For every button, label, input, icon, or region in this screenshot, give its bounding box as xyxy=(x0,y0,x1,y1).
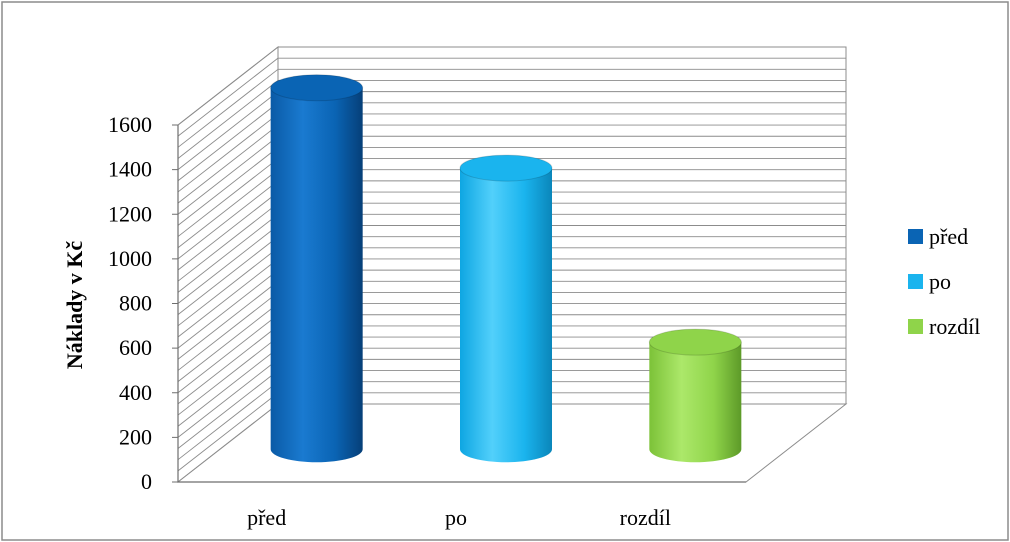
grid-line-side xyxy=(177,169,279,249)
x-tick-label: rozdíl xyxy=(620,505,671,530)
grid-line-side xyxy=(177,247,279,327)
x-tick-label: před xyxy=(247,505,286,530)
grid-line-side xyxy=(177,370,279,449)
bar-cap xyxy=(270,74,364,102)
y-tick-label: 800 xyxy=(119,291,152,316)
legend-label: rozdíl xyxy=(929,314,980,339)
legend-item: rozdíl xyxy=(908,314,980,339)
legend-swatch xyxy=(908,274,923,289)
grid-line-side xyxy=(177,236,279,316)
legend-swatch xyxy=(908,229,923,244)
grid-line-side xyxy=(177,158,279,237)
grid-line-side xyxy=(177,314,279,394)
grid-line-side xyxy=(177,381,279,461)
grid-line-side xyxy=(177,135,279,215)
bar-před xyxy=(270,74,364,463)
y-axis-ticks: 0 200 400 600 800 1000 1200 1400 1600 xyxy=(108,112,178,494)
bar-body xyxy=(460,168,552,463)
grid-line-side xyxy=(177,147,279,226)
legend-label: před xyxy=(929,224,968,249)
grid-line-side xyxy=(177,336,279,416)
grid-lines xyxy=(177,46,846,483)
grid-line-side xyxy=(177,325,279,405)
grid-line-side xyxy=(177,124,279,204)
grid-line-side xyxy=(177,202,279,282)
grid-line-side xyxy=(177,213,279,293)
grid-line-side xyxy=(177,347,279,427)
grid-line-side xyxy=(177,57,279,137)
y-tick-label: 1000 xyxy=(108,246,152,271)
grid-line-side xyxy=(177,102,279,182)
bars xyxy=(270,74,742,463)
grid-line-side xyxy=(177,303,279,382)
bar-body xyxy=(649,342,742,463)
x-tick-label: po xyxy=(445,505,467,530)
grid-line-side xyxy=(177,392,279,472)
y-tick-label: 200 xyxy=(119,424,152,449)
grid-line-side xyxy=(177,46,279,126)
legend-label: po xyxy=(929,269,951,294)
grid-line-side xyxy=(177,91,279,170)
bar-po xyxy=(459,154,553,463)
y-tick-label: 400 xyxy=(119,380,152,405)
grid-line-side xyxy=(177,280,279,360)
y-axis-label: Náklady v Kč xyxy=(62,241,87,370)
bar-rozdíl xyxy=(648,328,742,463)
legend: před po rozdíl xyxy=(908,224,980,339)
grid-line-side xyxy=(177,292,279,371)
y-tick-label: 0 xyxy=(141,469,152,494)
x-axis-categories: před po rozdíl xyxy=(247,505,671,530)
grid-line-side xyxy=(177,225,279,304)
grid-line-side xyxy=(177,68,279,148)
bar-cap xyxy=(459,154,553,182)
grid-line-side xyxy=(177,191,279,271)
grid-line-side xyxy=(177,180,279,260)
grid-line-side xyxy=(177,258,279,338)
y-tick-label: 600 xyxy=(119,335,152,360)
grid-line-side xyxy=(177,80,279,159)
grid-line-side xyxy=(177,113,279,193)
y-tick-label: 1600 xyxy=(108,112,152,137)
bar-cap xyxy=(648,328,742,356)
legend-swatch xyxy=(908,319,923,334)
y-tick-label: 1400 xyxy=(108,157,152,182)
grid-line-side xyxy=(177,269,279,349)
legend-item: po xyxy=(908,269,951,294)
y-tick-label: 1200 xyxy=(108,201,152,226)
bar-body xyxy=(270,87,363,463)
legend-item: před xyxy=(908,224,968,249)
grid-line-side xyxy=(177,359,279,438)
